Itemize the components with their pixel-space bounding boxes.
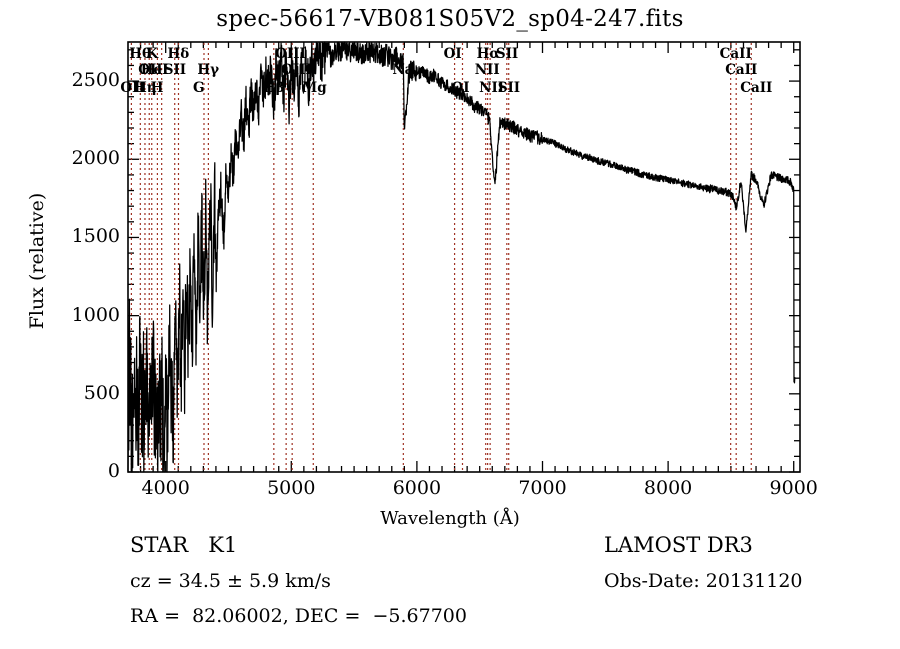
spectral-line-label: Hθ — [129, 46, 152, 62]
spectral-line-label: Hβ — [262, 80, 285, 96]
y-tick-label: 2500 — [71, 69, 120, 92]
spectral-line-label: K — [146, 46, 159, 62]
spectral-line-label: Hη — [133, 80, 157, 96]
spectral-line-label: OII — [120, 80, 145, 96]
object-class: STAR K1 — [130, 533, 238, 557]
x-tick-label: 6000 — [392, 477, 442, 499]
y-tick-label: 500 — [83, 381, 120, 404]
spectral-line-label: Hγ — [197, 62, 220, 78]
x-tick-label: 4000 — [141, 477, 190, 499]
spectral-line-label: OII — [138, 62, 163, 78]
spectral-line-label: Hδ — [167, 46, 190, 62]
survey-name: LAMOST DR3 — [604, 533, 753, 557]
spectral-line-label: H — [150, 80, 164, 96]
spectral-line-label: CaII — [719, 46, 752, 62]
y-tick-label: 1000 — [71, 303, 120, 326]
page-title: spec-56617-VB081S05V2_sp04-247.fits — [216, 6, 684, 32]
y-tick-label: 0 — [107, 460, 120, 482]
spectral-line-label: SII — [163, 62, 187, 78]
spectral-line-label: SII — [497, 80, 521, 96]
redshift-velocity: cz = 34.5 ± 5.9 km/s — [130, 570, 331, 592]
coordinates: RA = 82.06002, DEC = −5.67700 — [130, 605, 467, 627]
spectral-line-label: OIII — [281, 62, 312, 78]
spectral-line-label: OI — [443, 46, 462, 62]
y-tick-label: 1500 — [71, 225, 120, 248]
x-axis-title: Wavelength (Å) — [380, 508, 520, 529]
spectral-line-label: NII — [479, 80, 505, 96]
spectral-line-label: OIII — [275, 46, 306, 62]
x-tick-label: 7000 — [518, 477, 567, 499]
spectral-line-label: Hα — [476, 46, 500, 62]
spectral-line-label: CaII — [740, 80, 773, 96]
spectral-line-label: OI — [451, 80, 470, 96]
obs-date: Obs-Date: 20131120 — [604, 570, 803, 592]
x-tick-label: 5000 — [267, 477, 316, 499]
spectral-line-label: Na — [392, 62, 414, 78]
spectral-line-label: Mg — [302, 80, 327, 96]
spectral-line-label: SII — [495, 46, 519, 62]
spectral-line-label: CaII — [725, 62, 758, 78]
spectral-line-label: HeI — [140, 62, 169, 78]
y-tick-label: 2000 — [71, 147, 120, 170]
spectral-line-label: G — [192, 80, 205, 96]
x-tick-label: 8000 — [643, 477, 693, 499]
spectral-line-label: NII — [474, 62, 500, 78]
x-tick-label: 9000 — [769, 477, 818, 499]
